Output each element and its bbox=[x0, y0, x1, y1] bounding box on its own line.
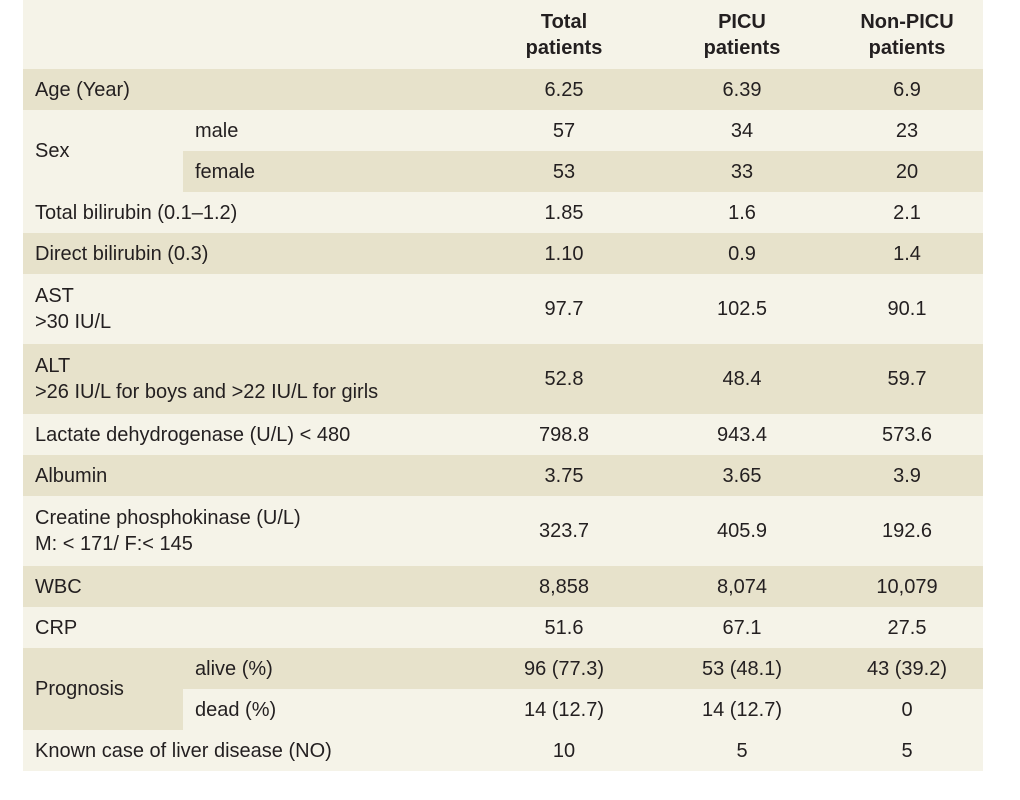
cell-total: 798.8 bbox=[475, 414, 653, 455]
cell-picu: 943.4 bbox=[653, 414, 831, 455]
cell-non-picu: 573.6 bbox=[831, 414, 983, 455]
cell-total: 57 bbox=[475, 110, 653, 151]
cell-total: 323.7 bbox=[475, 496, 653, 566]
sub-label-male: male bbox=[183, 110, 475, 151]
table-row-crp: CRP 51.6 67.1 27.5 bbox=[23, 607, 983, 648]
cell-picu: 102.5 bbox=[653, 274, 831, 344]
cell-picu: 33 bbox=[653, 151, 831, 192]
cell-total: 1.85 bbox=[475, 192, 653, 233]
table-row-prognosis-dead: dead (%) 14 (12.7) 14 (12.7) 0 bbox=[23, 689, 983, 730]
patient-characteristics-table: Total patients PICU patients Non-PICU pa… bbox=[23, 0, 983, 771]
header-total-patients: Total patients bbox=[475, 0, 653, 69]
cell-total: 97.7 bbox=[475, 274, 653, 344]
cell-non-picu: 5 bbox=[831, 730, 983, 771]
data-table-container: Total patients PICU patients Non-PICU pa… bbox=[23, 0, 983, 771]
cell-total: 53 bbox=[475, 151, 653, 192]
cell-picu: 405.9 bbox=[653, 496, 831, 566]
cell-non-picu: 3.9 bbox=[831, 455, 983, 496]
row-label: Age (Year) bbox=[23, 69, 475, 110]
cell-picu: 1.6 bbox=[653, 192, 831, 233]
cell-picu: 14 (12.7) bbox=[653, 689, 831, 730]
cell-total: 96 (77.3) bbox=[475, 648, 653, 689]
header-picu-patients: PICU patients bbox=[653, 0, 831, 69]
cell-total: 51.6 bbox=[475, 607, 653, 648]
cell-non-picu: 27.5 bbox=[831, 607, 983, 648]
table-row-liver-disease: Known case of liver disease (NO) 10 5 5 bbox=[23, 730, 983, 771]
cell-picu: 48.4 bbox=[653, 344, 831, 414]
cell-picu: 8,074 bbox=[653, 566, 831, 607]
cell-total: 8,858 bbox=[475, 566, 653, 607]
cell-non-picu: 23 bbox=[831, 110, 983, 151]
cell-non-picu: 20 bbox=[831, 151, 983, 192]
cell-non-picu: 1.4 bbox=[831, 233, 983, 274]
cell-non-picu: 90.1 bbox=[831, 274, 983, 344]
table-row-sex-female: female 53 33 20 bbox=[23, 151, 983, 192]
table-row-sex-male: Sex male 57 34 23 bbox=[23, 110, 983, 192]
cell-picu: 6.39 bbox=[653, 69, 831, 110]
table-row-prognosis-alive: Prognosis alive (%) 96 (77.3) 53 (48.1) … bbox=[23, 648, 983, 730]
table-row-cpk: Creatine phosphokinase (U/L) M: < 171/ F… bbox=[23, 496, 983, 566]
cell-non-picu: 2.1 bbox=[831, 192, 983, 233]
row-label: Albumin bbox=[23, 455, 475, 496]
table-row-total-bilirubin: Total bilirubin (0.1–1.2) 1.85 1.6 2.1 bbox=[23, 192, 983, 233]
cell-total: 1.10 bbox=[475, 233, 653, 274]
cell-non-picu: 43 (39.2) bbox=[831, 648, 983, 689]
row-label: Total bilirubin (0.1–1.2) bbox=[23, 192, 475, 233]
cell-non-picu: 6.9 bbox=[831, 69, 983, 110]
sub-label-alive: alive (%) bbox=[183, 648, 475, 689]
header-non-picu-patients: Non-PICU patients bbox=[831, 0, 983, 69]
cell-picu: 5 bbox=[653, 730, 831, 771]
cell-non-picu: 0 bbox=[831, 689, 983, 730]
row-label: Known case of liver disease (NO) bbox=[23, 730, 475, 771]
sub-label-female: female bbox=[183, 151, 475, 192]
cell-picu: 67.1 bbox=[653, 607, 831, 648]
row-label: AST >30 IU/L bbox=[23, 274, 475, 344]
table-row-direct-bilirubin: Direct bilirubin (0.3) 1.10 0.9 1.4 bbox=[23, 233, 983, 274]
table-header-row: Total patients PICU patients Non-PICU pa… bbox=[23, 0, 983, 69]
row-label: Direct bilirubin (0.3) bbox=[23, 233, 475, 274]
header-blank-cell bbox=[23, 0, 475, 69]
row-label-prognosis: Prognosis bbox=[23, 648, 183, 730]
row-label: ALT >26 IU/L for boys and >22 IU/L for g… bbox=[23, 344, 475, 414]
row-label: Creatine phosphokinase (U/L) M: < 171/ F… bbox=[23, 496, 475, 566]
row-label: WBC bbox=[23, 566, 475, 607]
cell-non-picu: 59.7 bbox=[831, 344, 983, 414]
cell-total: 6.25 bbox=[475, 69, 653, 110]
cell-total: 10 bbox=[475, 730, 653, 771]
cell-picu: 0.9 bbox=[653, 233, 831, 274]
row-label: CRP bbox=[23, 607, 475, 648]
row-label: Lactate dehydrogenase (U/L) < 480 bbox=[23, 414, 475, 455]
table-row-albumin: Albumin 3.75 3.65 3.9 bbox=[23, 455, 983, 496]
cell-picu: 34 bbox=[653, 110, 831, 151]
cell-total: 3.75 bbox=[475, 455, 653, 496]
cell-total: 52.8 bbox=[475, 344, 653, 414]
cell-total: 14 (12.7) bbox=[475, 689, 653, 730]
table-row-wbc: WBC 8,858 8,074 10,079 bbox=[23, 566, 983, 607]
cell-picu: 3.65 bbox=[653, 455, 831, 496]
row-label-sex: Sex bbox=[23, 110, 183, 192]
table-row-alt: ALT >26 IU/L for boys and >22 IU/L for g… bbox=[23, 344, 983, 414]
sub-label-dead: dead (%) bbox=[183, 689, 475, 730]
table-row-ast: AST >30 IU/L 97.7 102.5 90.1 bbox=[23, 274, 983, 344]
table-row-age: Age (Year) 6.25 6.39 6.9 bbox=[23, 69, 983, 110]
table-row-ldh: Lactate dehydrogenase (U/L) < 480 798.8 … bbox=[23, 414, 983, 455]
cell-picu: 53 (48.1) bbox=[653, 648, 831, 689]
cell-non-picu: 192.6 bbox=[831, 496, 983, 566]
cell-non-picu: 10,079 bbox=[831, 566, 983, 607]
